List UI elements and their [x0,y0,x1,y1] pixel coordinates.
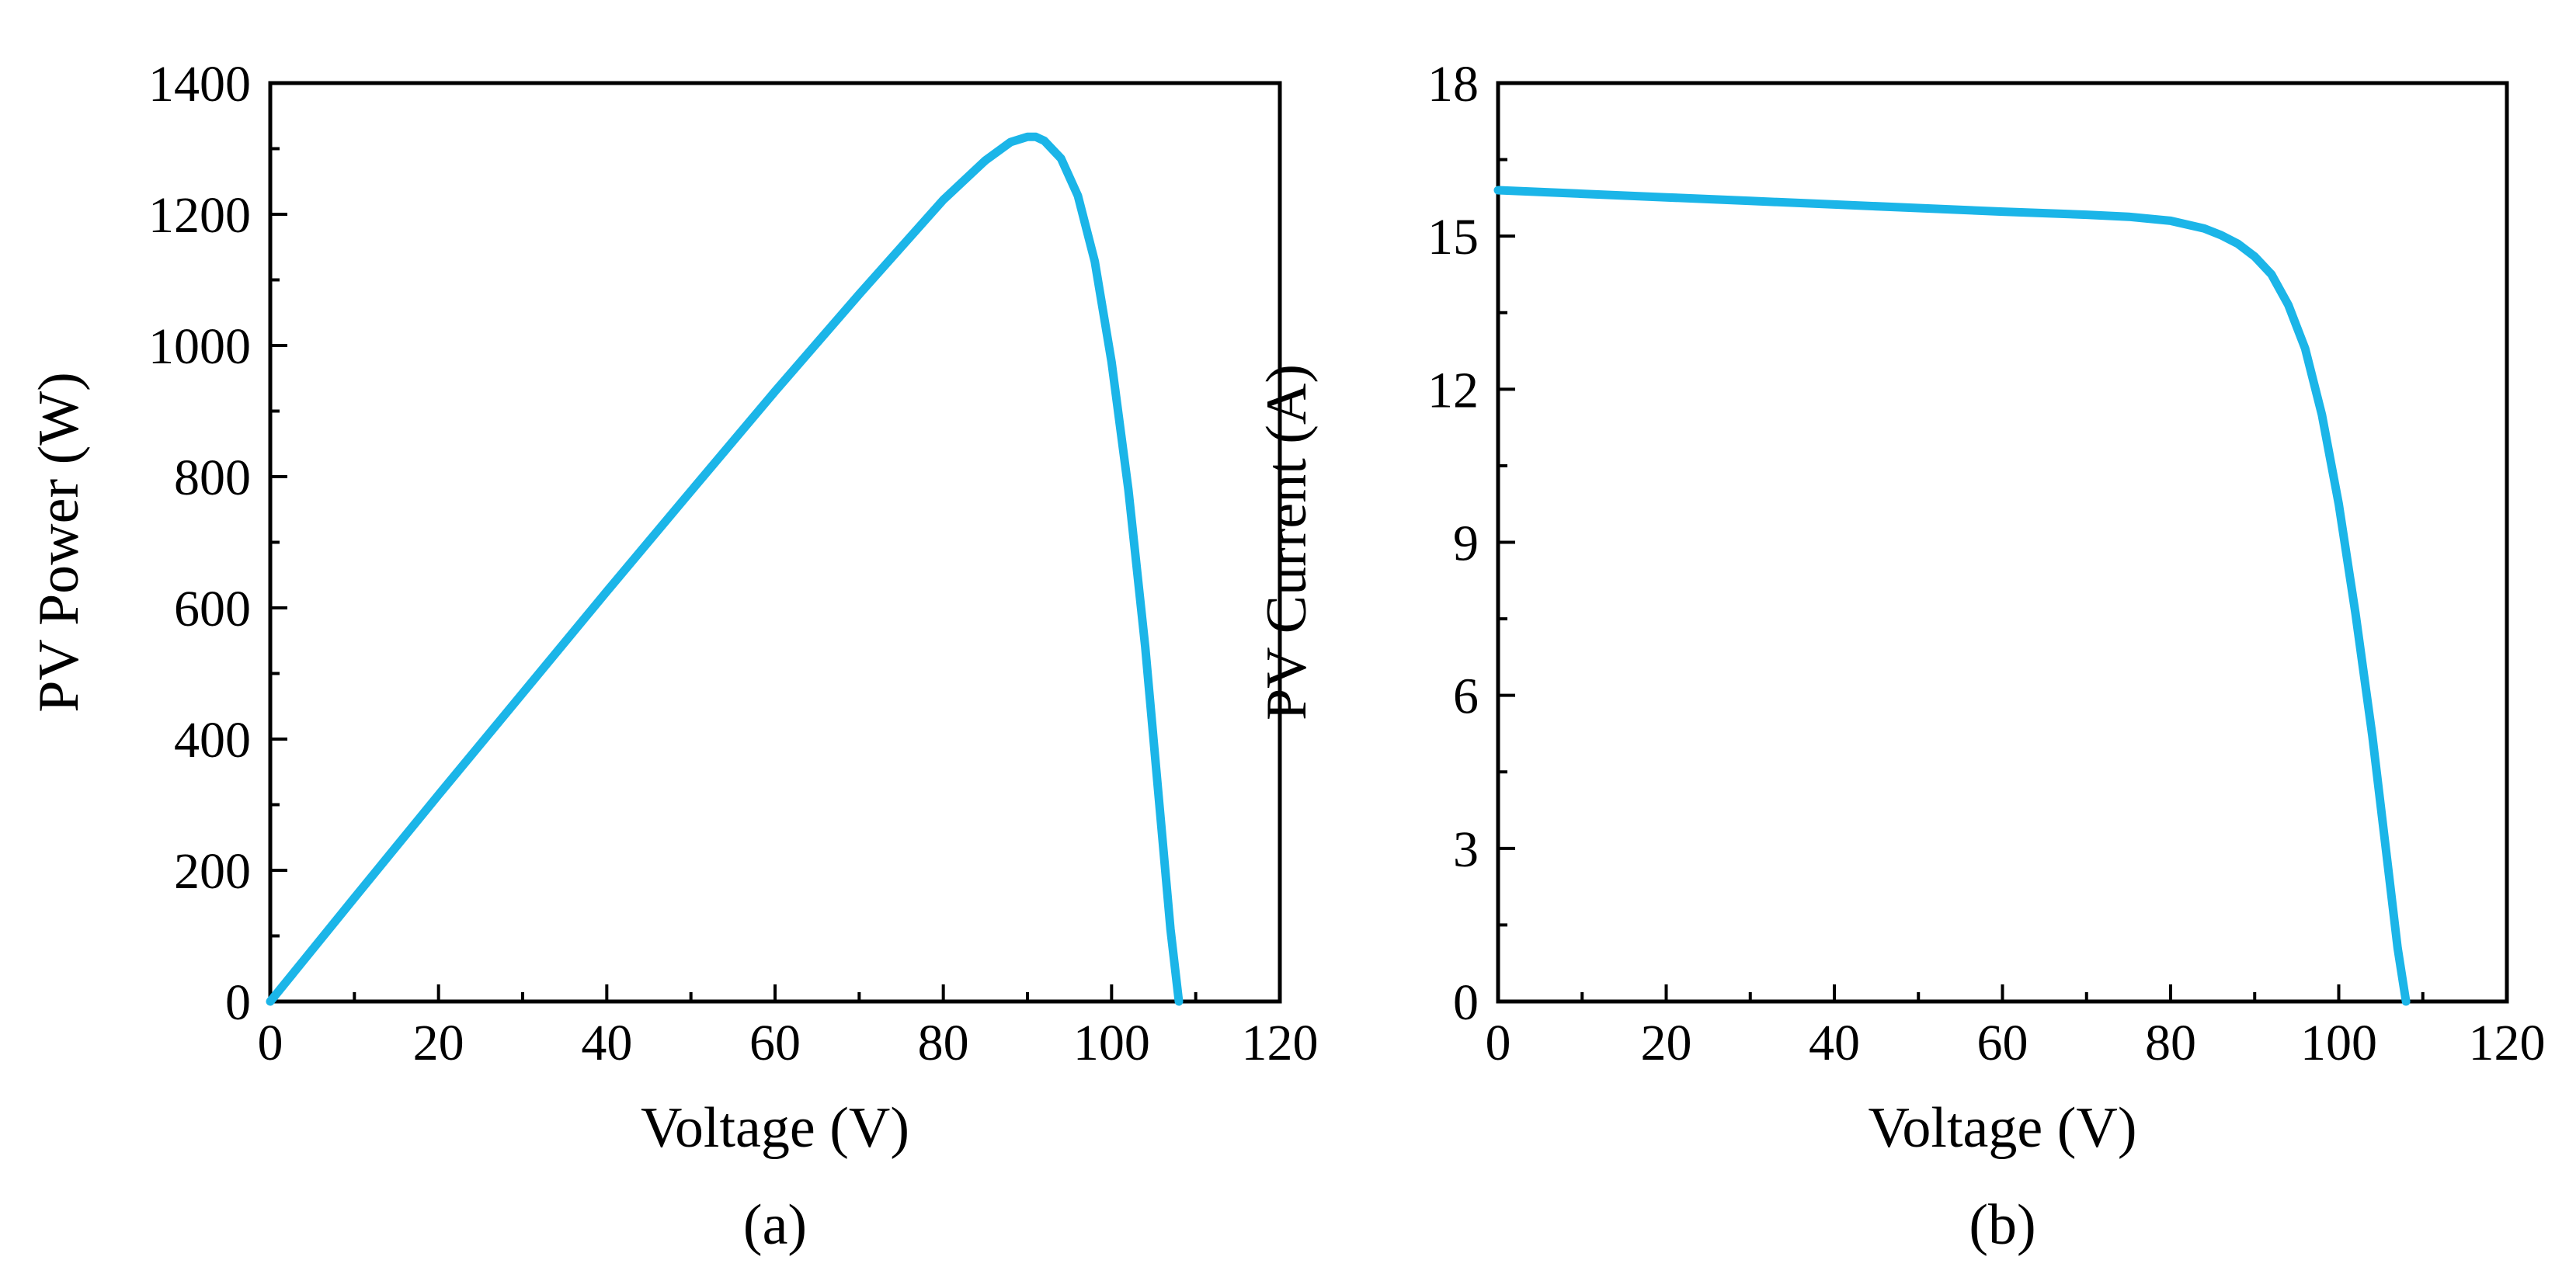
plot-frame-b [1496,81,2509,1004]
y-tick-label: 200 [174,843,251,900]
x-tick-label: 120 [2469,1015,2546,1071]
x-tick-label: 60 [749,1015,801,1071]
x-tick-label: 100 [2300,1015,2377,1071]
series-line-pv-power [266,132,1184,1006]
x-tick-label: 100 [1073,1015,1150,1071]
y-tick-label: 400 [174,712,251,769]
y-tick-label: 9 [1453,515,1479,572]
series-line-pv-current [1493,186,2411,1006]
x-tick-label: 20 [1641,1015,1692,1071]
y-tick-label: 600 [174,581,251,637]
y-tick-label: 12 [1427,362,1479,418]
x-tick-label: 80 [918,1015,969,1071]
x-tick-label: 20 [413,1015,464,1071]
panel-caption: (b) [1969,1193,2035,1257]
y-tick-label: 6 [1453,668,1479,725]
x-tick-label: 80 [2145,1015,2196,1071]
x-tick-label: 120 [1242,1015,1319,1071]
x-axis-title: Voltage (V) [1869,1096,2137,1160]
panel-b-current-vs-voltage: 0 20 40 60 80 100 120 0 3 6 9 12 15 18 Voltage (V) PV C… [1255,56,2546,1257]
y-tick-label: 1200 [148,187,251,244]
x-tick-label: 40 [581,1015,632,1071]
y-tick-label: 3 [1453,821,1479,878]
x-tick-label: 0 [1486,1015,1511,1071]
y-tick-label: 800 [174,450,251,506]
y-tick-label: 0 [225,974,251,1031]
y-tick-label: 1400 [148,56,251,113]
x-tick-label: 0 [258,1015,283,1071]
y-tick-label: 15 [1427,209,1479,266]
panel-a-power-vs-voltage: 0 20 40 60 80 100 1200200400600800100012001400… [27,56,1319,1257]
plot-frame-a [268,81,1282,1004]
y-axis-title: PV Power (W) [27,372,91,712]
y-tick-label: 0 [1453,974,1479,1031]
panel-caption: (a) [743,1193,807,1257]
x-tick-label: 40 [1809,1015,1860,1071]
x-tick-label: 60 [1977,1015,2028,1071]
y-axis-title: PV Current (A) [1255,364,1319,720]
x-axis-title: Voltage (V) [641,1096,909,1160]
y-tick-label: 1000 [148,318,251,375]
y-tick-label: 18 [1427,56,1479,113]
